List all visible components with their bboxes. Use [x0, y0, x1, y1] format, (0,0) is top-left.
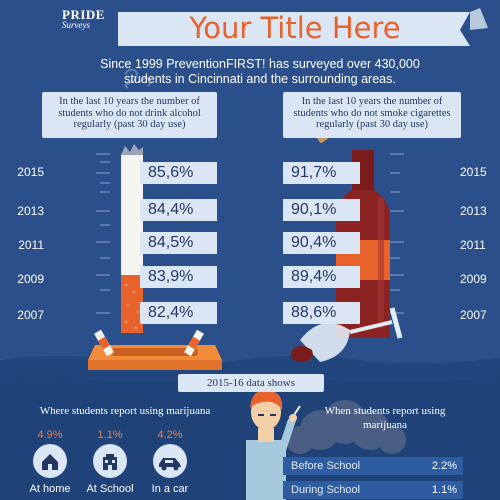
right-value: 88,6% — [283, 302, 360, 324]
intro-text: Since 1999 PreventionFIRST! has surveyed… — [100, 57, 420, 86]
place-label: In a car — [151, 483, 189, 495]
house-icon — [33, 444, 67, 478]
left-value: 82,4% — [140, 302, 217, 324]
left-year: 2015 — [17, 165, 44, 179]
alcohol-question: In the last 10 years the number of stude… — [42, 92, 217, 138]
right-year: 2007 — [460, 308, 487, 322]
when-row-value: 2.2% — [431, 460, 457, 472]
page-title: Your Title Here — [189, 11, 401, 45]
right-year: 2009 — [460, 272, 487, 286]
place-label: At School — [86, 483, 134, 495]
car-icon — [153, 444, 187, 478]
wine-glass-icon — [291, 307, 403, 362]
place-label: At home — [29, 483, 71, 495]
when-row-label: During School — [291, 484, 361, 496]
cigarette-icon — [121, 144, 143, 333]
when-row-value: 1.1% — [431, 484, 457, 496]
right-value: 89,4% — [283, 266, 360, 288]
left-year: 2007 — [17, 308, 44, 322]
right-year: 2015 — [460, 165, 487, 179]
student-figure — [246, 389, 301, 500]
cigarette-question: In the last 10 years the number of stude… — [283, 92, 461, 138]
right-value: 90,4% — [283, 232, 360, 254]
left-value: 84,4% — [140, 199, 217, 221]
when-heading: When students report using marijuana — [324, 405, 446, 431]
when-row: Before School 2.2% — [283, 457, 463, 475]
left-year: 2009 — [17, 272, 44, 286]
logo: PRIDE Surveys — [62, 7, 105, 30]
left-year: 2013 — [17, 204, 44, 218]
right-value: 91,7% — [283, 162, 360, 184]
left-value: 83,9% — [140, 266, 217, 288]
place-pct: 4.2% — [157, 429, 183, 441]
when-row-label: Before School — [291, 460, 361, 472]
right-year: 2013 — [460, 204, 487, 218]
left-value: 84,5% — [140, 232, 217, 254]
school-icon — [93, 444, 127, 478]
when-row: During School 1.1% — [283, 481, 463, 499]
left-value: 85,6% — [140, 162, 217, 184]
smoke-cloud-icon — [286, 400, 406, 454]
section-label: 2015-16 data shows — [178, 374, 324, 392]
marijuana-heading: Where students report using marijuana — [39, 405, 211, 417]
place-pct: 1.1% — [97, 429, 123, 441]
right-value: 90,1% — [283, 199, 360, 221]
left-year: 2011 — [18, 238, 44, 252]
place-pct: 4.9% — [37, 429, 63, 441]
ashtray-icon — [88, 329, 222, 370]
right-year: 2011 — [460, 238, 486, 252]
